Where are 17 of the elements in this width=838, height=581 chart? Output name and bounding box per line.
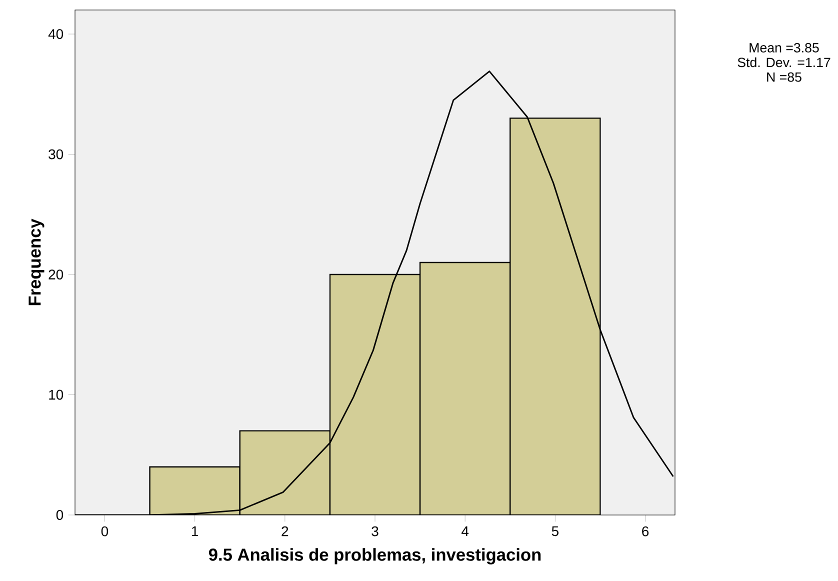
text: N =85 [767, 72, 802, 82]
y-axis-title: Frequency [28, 218, 44, 306]
x-axis-title: 9.5 Analisis de problemas, investigacion [208, 548, 541, 564]
x-tick-label: 3 [372, 526, 378, 536]
x-tick-label: 0 [101, 526, 108, 536]
y-tick-label: 10 [49, 390, 64, 400]
y-tick-label: 30 [48, 149, 64, 160]
x-tick-label: 1 [192, 526, 198, 536]
x-tick-label: 2 [282, 526, 288, 536]
y-tick-label: 20 [48, 270, 64, 280]
y-tick-label: 40 [48, 29, 64, 40]
y-tick-label: 0 [56, 510, 64, 520]
text: Std. Dev. =1.17 [738, 57, 830, 68]
x-tick-label: 4 [462, 526, 469, 536]
x-tick-label: 5 [552, 526, 558, 536]
text: Mean =3.85 [750, 43, 819, 52]
x-tick-label: 6 [642, 526, 649, 536]
